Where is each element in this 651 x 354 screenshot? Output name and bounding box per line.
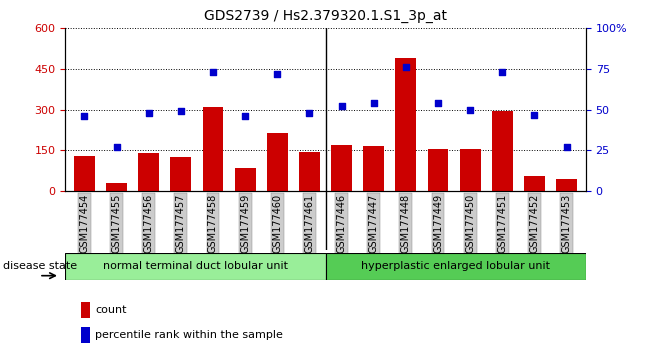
- Text: GSM177459: GSM177459: [240, 194, 250, 253]
- Text: GSM177449: GSM177449: [433, 194, 443, 253]
- Bar: [363, 147, 384, 191]
- Bar: [492, 111, 513, 191]
- Text: GSM177451: GSM177451: [497, 194, 507, 253]
- Bar: [556, 179, 577, 191]
- Bar: [202, 107, 223, 191]
- Point: [79, 113, 90, 119]
- Bar: [428, 149, 449, 191]
- Bar: [171, 157, 191, 191]
- Bar: [106, 183, 127, 191]
- Point: [433, 101, 443, 106]
- FancyBboxPatch shape: [65, 253, 326, 280]
- Text: GSM177461: GSM177461: [305, 194, 314, 253]
- Text: GSM177447: GSM177447: [368, 194, 379, 253]
- Bar: [267, 133, 288, 191]
- Bar: [234, 168, 256, 191]
- Text: GSM177457: GSM177457: [176, 194, 186, 253]
- Point: [337, 104, 347, 109]
- FancyBboxPatch shape: [326, 253, 586, 280]
- Point: [561, 144, 572, 150]
- Text: GSM177448: GSM177448: [401, 194, 411, 253]
- Point: [272, 71, 283, 77]
- Bar: [74, 156, 95, 191]
- Point: [111, 144, 122, 150]
- Text: percentile rank within the sample: percentile rank within the sample: [95, 330, 283, 340]
- Point: [368, 101, 379, 106]
- Bar: [81, 302, 90, 318]
- Text: GDS2739 / Hs2.379320.1.S1_3p_at: GDS2739 / Hs2.379320.1.S1_3p_at: [204, 9, 447, 23]
- Bar: [524, 176, 545, 191]
- Point: [400, 64, 411, 70]
- Text: GSM177458: GSM177458: [208, 194, 218, 253]
- Point: [240, 113, 251, 119]
- Text: hyperplastic enlarged lobular unit: hyperplastic enlarged lobular unit: [361, 261, 550, 272]
- Text: normal terminal duct lobular unit: normal terminal duct lobular unit: [103, 261, 288, 272]
- Point: [208, 69, 218, 75]
- Text: GSM177460: GSM177460: [272, 194, 283, 253]
- Text: count: count: [95, 305, 127, 315]
- Point: [497, 69, 508, 75]
- Point: [465, 107, 475, 113]
- Point: [143, 110, 154, 116]
- Bar: [138, 153, 159, 191]
- Text: GSM177455: GSM177455: [111, 194, 122, 253]
- Text: GSM177456: GSM177456: [144, 194, 154, 253]
- Point: [304, 110, 314, 116]
- Text: GSM177446: GSM177446: [337, 194, 346, 253]
- Bar: [395, 58, 417, 191]
- Point: [529, 112, 540, 118]
- Text: GSM177453: GSM177453: [562, 194, 572, 253]
- Text: GSM177452: GSM177452: [529, 194, 540, 253]
- Text: GSM177454: GSM177454: [79, 194, 89, 253]
- Bar: [299, 152, 320, 191]
- Bar: [331, 145, 352, 191]
- Text: GSM177450: GSM177450: [465, 194, 475, 253]
- Bar: [81, 327, 90, 343]
- Bar: [460, 149, 480, 191]
- Text: disease state: disease state: [3, 261, 77, 271]
- Point: [176, 109, 186, 114]
